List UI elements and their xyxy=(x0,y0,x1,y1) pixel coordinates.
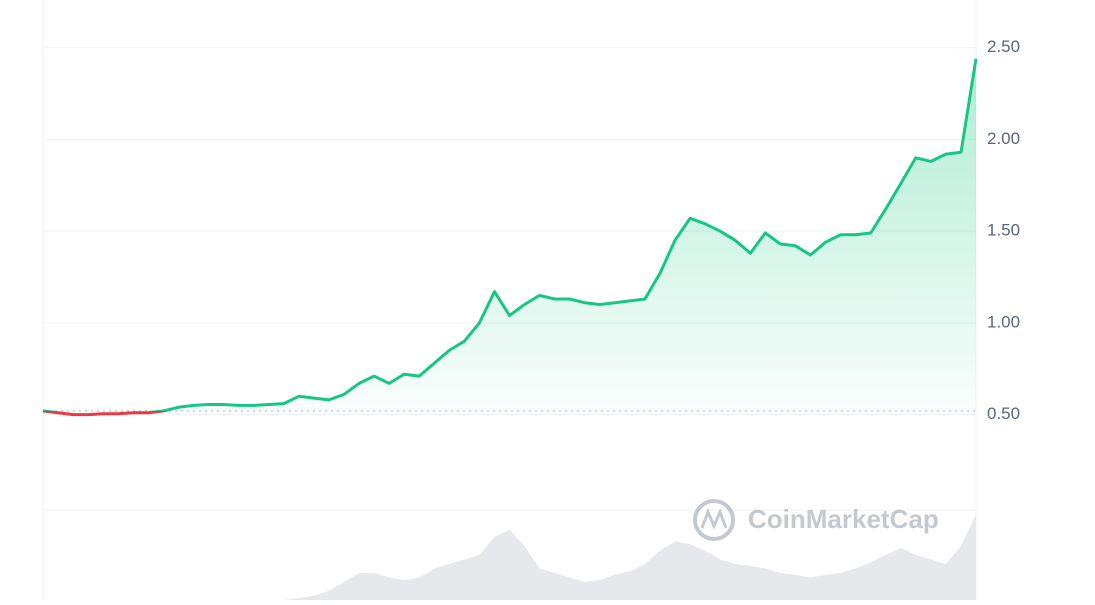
y-tick-label: 0.50 xyxy=(987,404,1020,423)
y-tick-label: 1.00 xyxy=(987,312,1020,331)
y-tick-label: 2.00 xyxy=(987,129,1020,148)
y-tick-label: 2.50 xyxy=(987,37,1020,56)
watermark: CoinMarketCap xyxy=(693,499,939,541)
price-line xyxy=(42,58,978,417)
price-area xyxy=(43,58,976,415)
watermark-logo-mark xyxy=(700,507,728,530)
watermark-text: CoinMarketCap xyxy=(748,504,939,534)
y-tick-label: 1.50 xyxy=(987,221,1020,240)
volume-area xyxy=(43,514,976,600)
watermark-logo xyxy=(693,499,735,541)
